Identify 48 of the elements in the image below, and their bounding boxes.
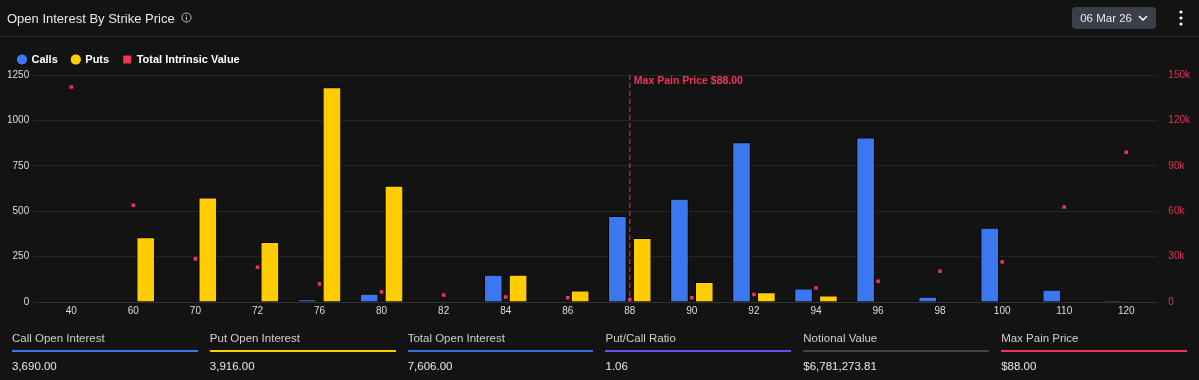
- legend-label: Calls: [31, 52, 58, 65]
- x-tick-label: 82: [438, 304, 450, 316]
- legend-label: Total Intrinsic Value: [136, 52, 240, 65]
- y-tick-label: 1000: [7, 114, 30, 126]
- text: $6,781,273.81: [803, 359, 878, 372]
- x-tick-label: 96: [872, 304, 885, 316]
- ref-line-label: Max Pain Price $88.00: [633, 74, 744, 87]
- y2-tick-label: 150k: [1168, 68, 1191, 80]
- y-tick-label: 1250: [7, 68, 30, 80]
- legend-label: Puts: [85, 52, 110, 65]
- x-tick-label: 120: [1117, 304, 1136, 316]
- x-tick-label: 90: [686, 304, 698, 316]
- text: 7,606.00: [407, 359, 454, 372]
- x-tick-label: 72: [251, 304, 264, 316]
- text: 3,690.00: [12, 359, 58, 372]
- text: Put/Call Ratio: [605, 328, 792, 352]
- text: $88.00: [1001, 359, 1038, 372]
- y2-tick-label: 120k: [1168, 114, 1191, 126]
- x-tick-label: 80: [376, 304, 388, 316]
- x-tick-label: 86: [562, 304, 574, 316]
- text: Notional Value: [803, 328, 990, 352]
- x-tick-label: 110: [1056, 304, 1073, 316]
- x-tick-label: 70: [189, 304, 202, 316]
- y2-tick-label: 60k: [1168, 204, 1186, 216]
- text: Max Pain Price: [1001, 328, 1187, 352]
- x-tick-label: 76: [313, 304, 326, 316]
- x-tick-label: 40: [65, 304, 78, 316]
- text: Put Open Interest: [209, 328, 396, 352]
- text: 1.06: [605, 359, 629, 372]
- x-tick-label: 98: [934, 304, 947, 316]
- chart-subtitle: 06 Mar 26: [1080, 12, 1132, 24]
- x-tick-label: 88: [624, 304, 636, 316]
- y2-tick-label: 90k: [1168, 159, 1186, 171]
- y2-tick-label: 0: [1168, 295, 1175, 307]
- x-tick-label: 100: [993, 304, 1011, 316]
- y-tick-label: 0: [23, 295, 30, 307]
- y-tick-label: 750: [12, 159, 30, 171]
- x-tick-label: 84: [500, 304, 512, 316]
- chart-title: Open Interest By Strike Price: [7, 11, 175, 26]
- text: Total Open Interest: [407, 328, 594, 352]
- y-tick-label: 500: [12, 204, 30, 216]
- text: 3,916.00: [209, 359, 256, 372]
- x-tick-label: 94: [810, 304, 822, 316]
- y-tick-label: 250: [12, 250, 30, 262]
- y2-tick-label: 30k: [1168, 250, 1186, 262]
- x-tick-label: 92: [748, 304, 760, 316]
- text: Call Open Interest: [12, 328, 198, 352]
- x-tick-label: 60: [127, 304, 140, 316]
